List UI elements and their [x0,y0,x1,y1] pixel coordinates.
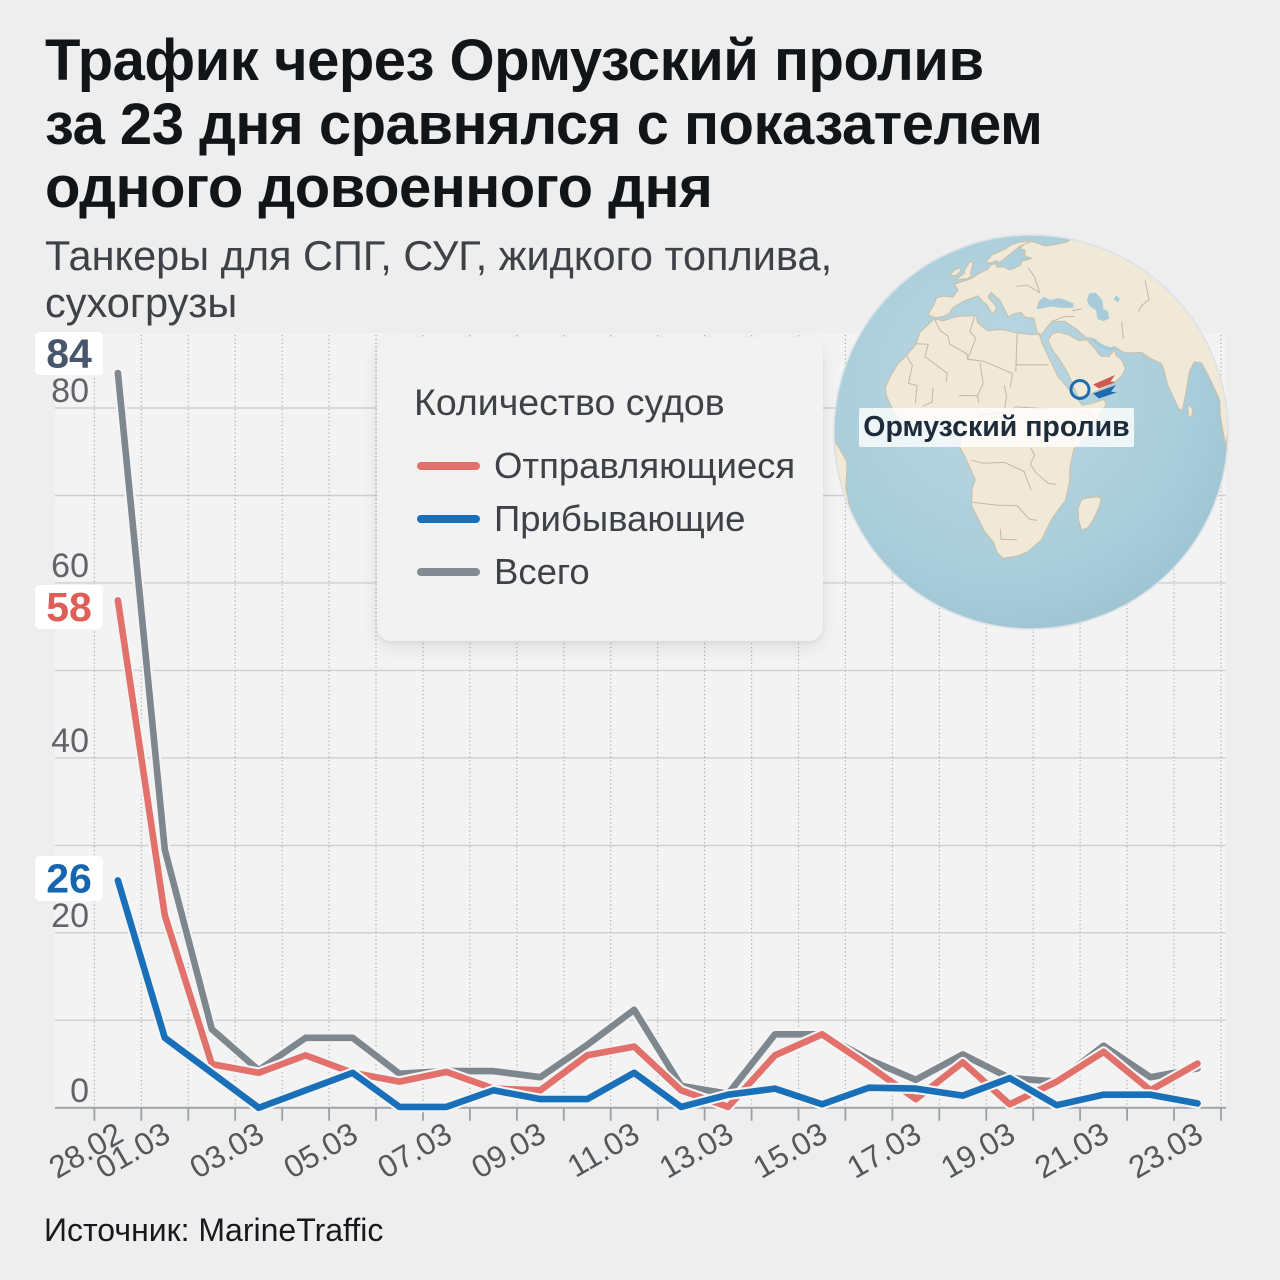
svg-text:07.03: 07.03 [371,1115,457,1186]
svg-text:17.03: 17.03 [841,1115,927,1186]
svg-text:58: 58 [46,584,92,630]
svg-text:80: 80 [51,372,89,410]
svg-text:13.03: 13.03 [653,1115,739,1186]
svg-text:03.03: 03.03 [183,1115,269,1186]
svg-text:26: 26 [46,856,92,902]
svg-text:05.03: 05.03 [277,1115,363,1186]
svg-text:60: 60 [51,547,89,585]
svg-text:20: 20 [51,897,89,935]
svg-text:21.03: 21.03 [1028,1115,1114,1186]
svg-text:0: 0 [70,1072,89,1110]
svg-text:15.03: 15.03 [747,1115,833,1186]
svg-text:09.03: 09.03 [465,1115,551,1186]
svg-text:11.03: 11.03 [561,1115,645,1184]
svg-text:84: 84 [46,331,92,377]
svg-text:40: 40 [51,722,89,760]
svg-text:23.03: 23.03 [1122,1115,1208,1186]
svg-text:19.03: 19.03 [935,1115,1021,1186]
